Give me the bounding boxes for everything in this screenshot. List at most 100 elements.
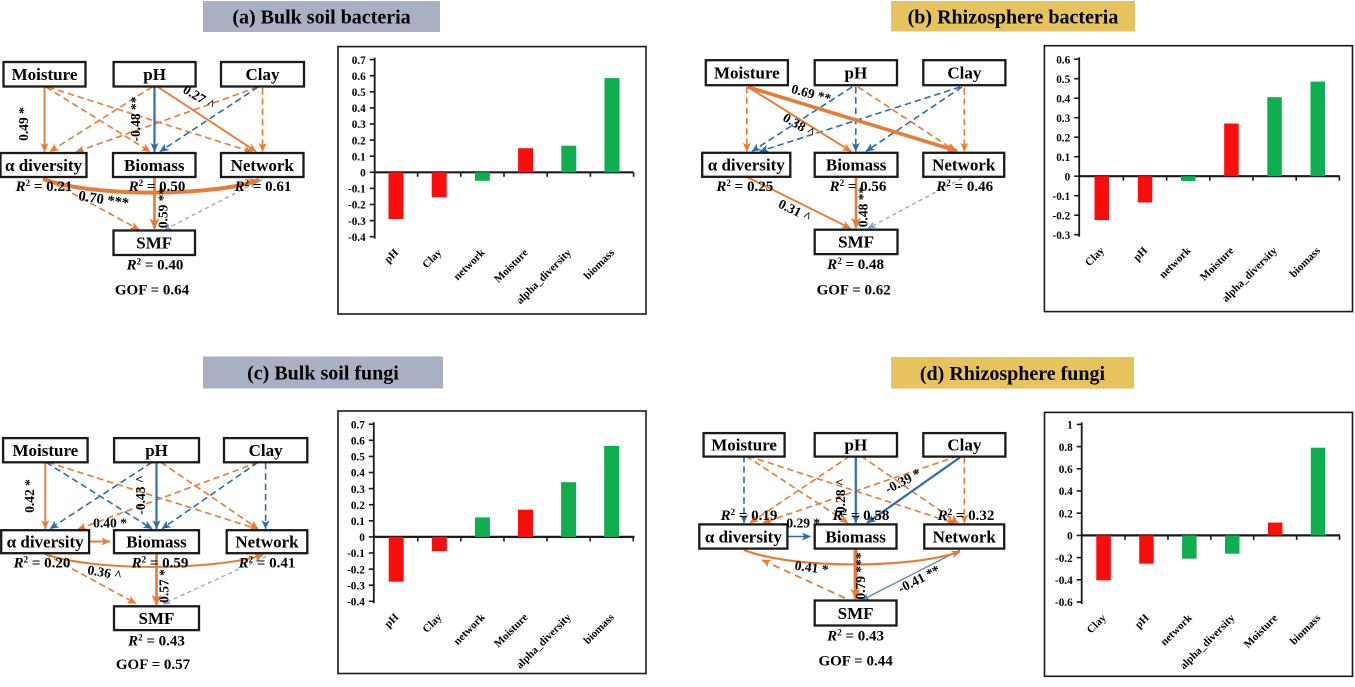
svg-text:0.2: 0.2 [351,500,365,512]
svg-text:(a) Bulk soil bacteria: (a) Bulk soil bacteria [232,7,410,29]
svg-text:0: 0 [1067,531,1073,543]
svg-text:(d) Rhizosphere fungi: (d) Rhizosphere fungi [920,363,1106,385]
svg-text:-0.2: -0.2 [347,564,365,576]
svg-text:R2 = 0.56: R2 = 0.56 [829,178,887,195]
svg-text:Clay: Clay [246,65,281,84]
svg-text:0.6: 0.6 [1056,54,1070,66]
svg-text:SMF: SMF [838,604,874,623]
svg-text:0.7: 0.7 [351,419,365,431]
svg-text:R2 = 0.46: R2 = 0.46 [935,178,993,195]
svg-text:0.48 **: 0.48 ** [856,187,871,228]
svg-text:(c) Bulk soil fungi: (c) Bulk soil fungi [247,363,399,385]
svg-text:R2 = 0.19: R2 = 0.19 [720,507,778,524]
svg-text:Moisture: Moisture [12,65,78,84]
svg-text:0.5: 0.5 [1056,74,1070,86]
svg-text:R2 = 0.32: R2 = 0.32 [937,507,995,524]
svg-text:1: 1 [1067,420,1073,432]
svg-text:0.40 *: 0.40 * [93,516,127,531]
svg-text:R2 = 0.41: R2 = 0.41 [238,555,296,572]
svg-text:0.4: 0.4 [351,468,365,480]
svg-text:-0.2: -0.2 [1055,553,1073,565]
svg-text:SMF: SMF [136,234,172,253]
svg-text:Clay: Clay [249,441,284,460]
svg-text:R2 = 0.40: R2 = 0.40 [126,257,184,274]
svg-text:0.6: 0.6 [1059,464,1073,476]
svg-text:0.3: 0.3 [351,484,365,496]
svg-text:-0.6: -0.6 [1055,597,1073,609]
svg-text:0.59 **: 0.59 ** [156,188,171,229]
svg-text:Biomass: Biomass [825,527,886,546]
svg-text:R2 = 0.59: R2 = 0.59 [131,555,189,572]
svg-text:0.41 *: 0.41 * [794,558,830,578]
svg-text:-0.1: -0.1 [348,184,366,196]
svg-text:0.1: 0.1 [1056,152,1070,164]
svg-text:0.2: 0.2 [1059,508,1073,520]
svg-text:SMF: SMF [139,609,175,628]
svg-text:Moisture: Moisture [711,436,777,455]
svg-text:0: 0 [359,532,365,544]
svg-text:0.3: 0.3 [1056,113,1070,125]
svg-text:R2 = 0.61: R2 = 0.61 [234,178,292,195]
svg-text:0.57 *: 0.57 * [157,569,172,603]
svg-text:-0.1: -0.1 [347,548,365,560]
svg-text:α diversity: α diversity [7,532,85,551]
svg-text:Biomass: Biomass [826,156,887,175]
svg-text:R2 = 0.43: R2 = 0.43 [826,628,884,645]
svg-text:-0.2: -0.2 [1052,210,1070,222]
svg-text:-0.4: -0.4 [1055,575,1073,587]
svg-text:0.5: 0.5 [352,87,366,99]
svg-text:R2 = 0.48: R2 = 0.48 [826,256,884,273]
svg-text:Biomass: Biomass [124,156,185,175]
svg-text:0.3: 0.3 [352,119,366,131]
svg-text:SMF: SMF [838,233,874,252]
svg-text:Network: Network [235,532,299,551]
svg-text:-0.3: -0.3 [348,216,366,228]
svg-text:Clay: Clay [947,436,982,455]
svg-text:GOF = 0.64: GOF = 0.64 [115,283,190,299]
svg-text:Network: Network [933,527,997,546]
svg-text:-0.29 *: -0.29 * [782,516,820,531]
svg-text:0.4: 0.4 [1059,486,1073,498]
svg-text:R2 = 0.21: R2 = 0.21 [15,178,73,195]
svg-text:GOF = 0.44: GOF = 0.44 [818,654,893,670]
svg-text:GOF = 0.57: GOF = 0.57 [116,657,191,673]
svg-text:Biomass: Biomass [126,532,187,551]
svg-text:Clay: Clay [947,63,982,82]
svg-text:0.5: 0.5 [351,452,365,464]
svg-text:0.4: 0.4 [352,103,366,115]
svg-text:-0.3: -0.3 [347,580,365,592]
svg-text:R2 = 0.50: R2 = 0.50 [128,178,186,195]
svg-text:α diversity: α diversity [705,527,783,546]
svg-text:R2 = 0.25: R2 = 0.25 [715,178,773,195]
svg-text:Network: Network [932,156,996,175]
svg-text:(b) Rhizosphere bacteria: (b) Rhizosphere bacteria [908,6,1119,28]
svg-text:0.8: 0.8 [1059,442,1073,454]
svg-text:0.1: 0.1 [351,516,365,528]
svg-text:0.49 *: 0.49 * [16,107,31,141]
svg-text:-0.43 ^: -0.43 ^ [133,475,148,514]
svg-text:-0.2: -0.2 [348,200,366,212]
svg-text:0.6: 0.6 [352,71,366,83]
svg-text:0: 0 [360,168,366,180]
svg-text:pH: pH [845,63,868,82]
svg-text:pH: pH [145,441,168,460]
svg-text:0.42 *: 0.42 * [22,479,37,513]
svg-text:0.70 ***: 0.70 *** [77,188,130,212]
svg-text:-0.4: -0.4 [348,232,366,244]
svg-text:-0.1: -0.1 [1052,191,1070,203]
svg-text:R2 = 0.20: R2 = 0.20 [13,555,71,572]
svg-text:pH: pH [143,65,166,84]
svg-text:-0.28 ^: -0.28 ^ [833,478,848,517]
svg-text:-0.3: -0.3 [1052,230,1070,242]
svg-text:0.79 ***: 0.79 *** [853,552,868,600]
svg-text:R2 = 0.43: R2 = 0.43 [127,633,185,650]
svg-text:0.1: 0.1 [352,151,366,163]
svg-text:Moisture: Moisture [12,441,78,460]
svg-text:0.7: 0.7 [352,55,366,67]
svg-text:α diversity: α diversity [708,156,786,175]
svg-text:R2 = 0.58: R2 = 0.58 [832,507,890,524]
svg-text:pH: pH [845,436,868,455]
svg-text:α diversity: α diversity [5,156,83,175]
svg-text:-0.4: -0.4 [347,597,365,609]
svg-text:GOF = 0.62: GOF = 0.62 [817,283,891,299]
